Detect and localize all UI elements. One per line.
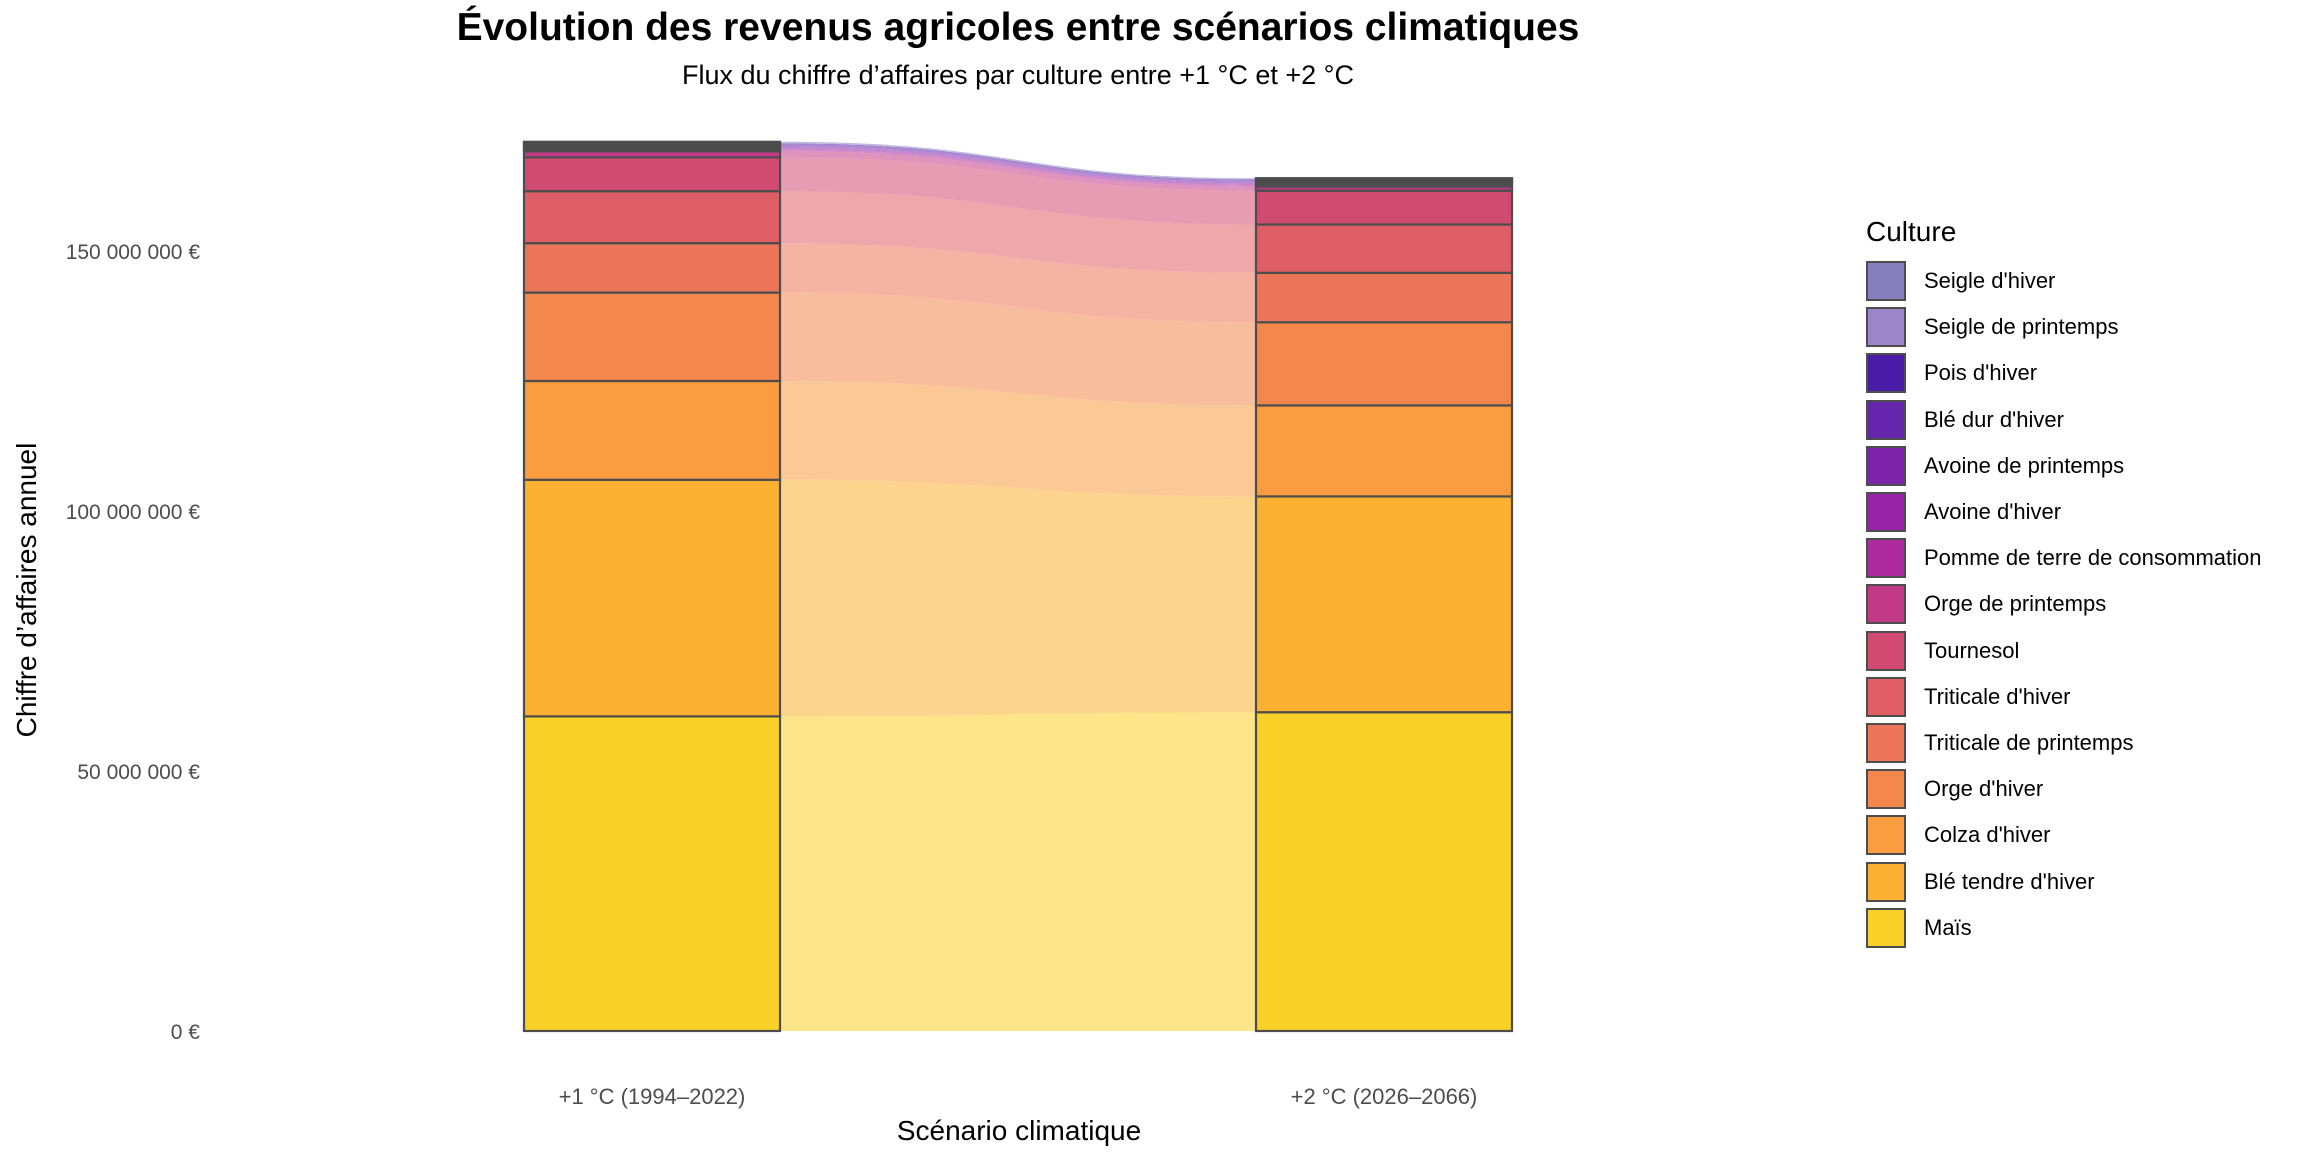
legend-item: Triticale d'hiver: [1866, 674, 2296, 720]
legend-swatch: [1866, 307, 1906, 348]
y-tick-label: 150 000 000 €: [66, 241, 201, 264]
flow-11: [780, 243, 1256, 323]
chart-subtitle: Flux du chiffre d’affaires par culture e…: [682, 60, 1354, 90]
bar-segment-2-10: [1254, 223, 1514, 274]
x-tick-label: +2 °C (2026–2066): [1291, 1084, 1478, 1109]
legend-swatch: [1866, 584, 1906, 625]
flow-layer: [780, 141, 1256, 1031]
legend-swatch: [1866, 538, 1906, 579]
alluvial-chart: 0 € 50 000 000 € 100 000 000 € 150 000 000 …: [11, 140, 1514, 1146]
legend-swatch: [1866, 445, 1906, 486]
legend-label: Maïs: [1924, 914, 1972, 940]
legend-label: Seigle d'hiver: [1924, 268, 2056, 294]
chart-title: Évolution des revenus agricoles entre sc…: [456, 6, 1580, 49]
legend-swatch: [1866, 261, 1906, 302]
legend-swatch: [1866, 722, 1906, 763]
legend-swatch: [1866, 907, 1906, 948]
legend-item: Seigle de printemps: [1866, 304, 2296, 350]
bar-segment-2-12: [1254, 321, 1514, 407]
legend-swatch: [1866, 769, 1906, 810]
legend-swatch: [1866, 630, 1906, 671]
legend-swatch: [1866, 861, 1906, 902]
x-tick-label: +1 °C (1994–2022): [559, 1084, 746, 1109]
bar-segment-2-15: [1254, 711, 1514, 1033]
legend-swatch: [1866, 815, 1906, 856]
legend-label: Pomme de terre de consommation: [1924, 545, 2262, 571]
legend-item: Tournesol: [1866, 628, 2296, 674]
bar-segment-2-11: [1254, 271, 1514, 324]
flow-7: [780, 149, 1256, 187]
legend-item: Orge de printemps: [1866, 581, 2296, 627]
legend-label: Orge de printemps: [1924, 591, 2107, 617]
bar-segment-1-9: [522, 156, 782, 193]
legend-label: Triticale d'hiver: [1924, 683, 2071, 709]
y-tick-label: 100 000 000 €: [66, 501, 201, 524]
y-tick-label: 0 €: [171, 1021, 201, 1044]
legend-swatch: [1866, 399, 1906, 440]
flow-3: [780, 143, 1256, 181]
legend-label: Blé tendre d'hiver: [1924, 868, 2095, 894]
y-axis: 0 € 50 000 000 € 100 000 000 € 150 000 000 …: [66, 241, 201, 1044]
legend-item: Pomme de terre de consommation: [1866, 535, 2296, 581]
legend-swatch: [1866, 676, 1906, 717]
legend-item: Blé tendre d'hiver: [1866, 858, 2296, 904]
legend-label: Colza d'hiver: [1924, 822, 2051, 848]
legend-swatch: [1866, 353, 1906, 394]
legend-item: Maïs: [1866, 905, 2296, 951]
flow-15: [780, 712, 1256, 1031]
bar-segment-2-9: [1254, 189, 1514, 226]
legend-item: Colza d'hiver: [1866, 812, 2296, 858]
flow-1: [780, 141, 1256, 179]
flow-12: [780, 292, 1256, 406]
legend: Culture Seigle d'hiver Seigle de printemp…: [1866, 216, 2296, 951]
flow-9: [780, 157, 1256, 225]
bar-segment-2-13: [1254, 404, 1514, 498]
legend-item: Avoine d'hiver: [1866, 489, 2296, 535]
bar-segment-1-15: [522, 715, 782, 1033]
bar-segment-2-14: [1254, 495, 1514, 714]
flow-2: [780, 142, 1256, 180]
legend-item: Seigle d'hiver: [1866, 258, 2296, 304]
flow-13: [780, 381, 1256, 497]
y-axis-title: Chiffre d’affaires annuel: [11, 443, 42, 738]
bar-segment-1-13: [522, 379, 782, 481]
legend-item: Triticale de printemps: [1866, 720, 2296, 766]
bar-segment-1-1: [522, 140, 782, 144]
bar-segment-2-1: [1254, 177, 1514, 181]
legend-label: Seigle de printemps: [1924, 314, 2119, 340]
legend-item: Avoine de printemps: [1866, 443, 2296, 489]
flow-8: [780, 151, 1256, 191]
bar-segment-1-11: [522, 242, 782, 294]
bar-segment-1-12: [522, 291, 782, 383]
legend-label: Triticale de printemps: [1924, 729, 2134, 755]
legend-label: Pois d'hiver: [1924, 360, 2038, 386]
bar-layer: [522, 140, 1514, 1033]
flow-10: [780, 191, 1256, 273]
legend-label: Orge d'hiver: [1924, 776, 2044, 802]
bar-segment-1-14: [522, 478, 782, 718]
legend-item: Blé dur d'hiver: [1866, 397, 2296, 443]
legend-label: Tournesol: [1924, 637, 2020, 663]
x-axis: +1 °C (1994–2022) +2 °C (2026–2066): [559, 1084, 1478, 1109]
legend-label: Blé dur d'hiver: [1924, 406, 2064, 432]
flow-6: [780, 147, 1256, 185]
y-tick-label: 50 000 000 €: [77, 761, 200, 784]
flow-14: [780, 479, 1256, 717]
legend-title: Culture: [1866, 216, 1957, 247]
x-axis-title: Scénario climatique: [897, 1115, 1141, 1146]
legend-item: Pois d'hiver: [1866, 350, 2296, 396]
legend-swatch: [1866, 492, 1906, 533]
flow-5: [780, 145, 1256, 184]
legend-label: Avoine d'hiver: [1924, 499, 2062, 525]
bar-segment-1-10: [522, 190, 782, 245]
flow-4: [780, 144, 1256, 182]
legend-item: Orge d'hiver: [1866, 766, 2296, 812]
legend-label: Avoine de printemps: [1924, 452, 2125, 478]
legend-items: Seigle d'hiver Seigle de printemps Pois d'…: [1866, 258, 2296, 951]
